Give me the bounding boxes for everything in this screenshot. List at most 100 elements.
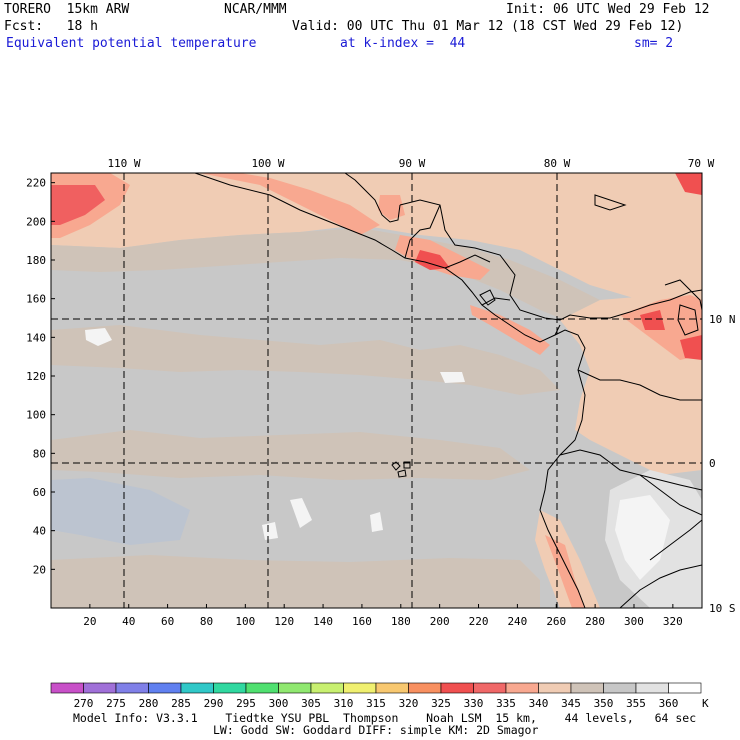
- level-info: at k-index = 44: [340, 36, 466, 51]
- colorbar-swatch: [408, 682, 442, 694]
- colorbar-label: 315: [366, 697, 386, 710]
- colorbar-label: 355: [626, 697, 646, 710]
- colorbar-label: 310: [334, 697, 354, 710]
- valid-time: Valid: 00 UTC Thu 01 Mar 12 (18 CST Wed …: [292, 19, 684, 34]
- footer-physics-info: LW: Godd SW: Goddard DIFF: simple KM: 2D…: [213, 723, 539, 737]
- left-axis-labels: 220 200 180 160 140 120 100 80 60 40 20: [26, 177, 46, 577]
- lon-label-100w: 100 W: [251, 157, 284, 170]
- lon-label-110w: 110 W: [107, 157, 140, 170]
- lat-label-10s: 10 S: [709, 602, 736, 615]
- x-tick-label: 40: [122, 615, 135, 628]
- colorbar-unit: K: [702, 697, 709, 710]
- yucatan-coastline: [344, 173, 401, 223]
- colorbar: [50, 682, 702, 694]
- axis-labels: 110 W 100 W 90 W 80 W 70 W 10 N 0 10 S: [107, 157, 735, 615]
- x-tick-label: 280: [585, 615, 605, 628]
- colorbar-swatch: [603, 682, 637, 694]
- field-tan-band-1: [51, 228, 702, 355]
- colorbar-label: 320: [399, 697, 419, 710]
- field-warm-north: [51, 173, 702, 320]
- latlon-grid: [51, 173, 702, 608]
- colorbar-swatch: [505, 682, 539, 694]
- y-tick-label: 200: [26, 215, 46, 228]
- colorbar-label: 295: [236, 697, 256, 710]
- x-tick-label: 80: [200, 615, 213, 628]
- lake-nicaragua: [479, 289, 496, 306]
- x-tick-label: 20: [83, 615, 96, 628]
- lon-label-70w: 70 W: [688, 157, 715, 170]
- jamaica-island: [594, 194, 627, 211]
- x-tick-label: 220: [469, 615, 489, 628]
- field-warm-costarica: [470, 305, 550, 355]
- colorbar-swatch: [375, 682, 409, 694]
- lat-label-0: 0: [709, 457, 716, 470]
- colorbar-swatch: [668, 682, 702, 694]
- x-tick-label: 180: [391, 615, 411, 628]
- caribbean-coastline: [399, 199, 702, 321]
- field-hot-camerica: [415, 250, 450, 270]
- axis-ticks: [51, 182, 674, 608]
- x-tick-label: 200: [430, 615, 450, 628]
- field-cold-speck-4: [262, 522, 278, 540]
- center-name: NCAR/MMM: [224, 2, 287, 17]
- x-tick-label: 60: [161, 615, 174, 628]
- y-tick-label: 180: [26, 254, 46, 267]
- colorbar-swatch: [245, 682, 279, 694]
- colorbar-label: 285: [171, 697, 191, 710]
- colorbar-swatch: [148, 682, 182, 694]
- colorbar-label: 305: [301, 697, 321, 710]
- colorbar-labels: 270 275 280 285 290 295 300 305 310 315 320 325 330 3…: [74, 697, 709, 710]
- x-tick-label: 120: [274, 615, 294, 628]
- border-ecuador-peru: [559, 449, 702, 491]
- field-warm-camerica: [395, 235, 490, 280]
- map-frame: [50, 172, 703, 609]
- field-cold-speck-1: [85, 328, 112, 346]
- colorbar-label: 290: [204, 697, 224, 710]
- y-tick-label: 140: [26, 331, 46, 344]
- colorbar-swatch: [473, 682, 507, 694]
- border-colombia-east: [577, 369, 702, 401]
- border-bolivia: [649, 519, 702, 561]
- colorbar-label: 325: [431, 697, 451, 710]
- colorbar-swatch: [440, 682, 474, 694]
- lon-label-80w: 80 W: [544, 157, 571, 170]
- colorbar-label: 270: [74, 697, 94, 710]
- model-title: TORERO 15km ARW: [4, 2, 130, 17]
- y-tick-label: 20: [33, 563, 46, 576]
- field-hot-ne: [675, 173, 702, 195]
- field-hot-venezuela-2: [680, 335, 702, 360]
- colorbar-label: 300: [269, 697, 289, 710]
- border-guatemala: [404, 204, 441, 259]
- map-field: [51, 173, 702, 608]
- x-tick-label: 100: [235, 615, 255, 628]
- lon-label-90w: 90 W: [399, 157, 426, 170]
- x-tick-label: 300: [624, 615, 644, 628]
- x-tick-label: 320: [663, 615, 683, 628]
- y-tick-label: 160: [26, 293, 46, 306]
- colorbar-label: 275: [106, 697, 126, 710]
- country-borders: [404, 204, 702, 608]
- field-bluish-patch: [51, 478, 190, 545]
- forecast-hour: Fcst: 18 h: [4, 19, 98, 34]
- footer-model-info: Model Info: V3.3.1 Tiedtke YSU PBL Thomp…: [73, 711, 697, 725]
- border-peru-brazil: [639, 474, 702, 516]
- colorbar-label: 330: [464, 697, 484, 710]
- field-tan-south: [51, 555, 540, 608]
- colorbar-swatch: [115, 682, 149, 694]
- colorbar-swatch: [570, 682, 604, 694]
- colorbar-label: 345: [561, 697, 581, 710]
- bottom-axis-labels: 20 40 60 80 100 120 140 160 180 200 220 240 260 280 30…: [83, 615, 683, 628]
- colorbar-swatch: [343, 682, 377, 694]
- field-warm-yucatan: [378, 195, 405, 220]
- border-nicaragua: [481, 297, 511, 306]
- pacific-coastline: [194, 173, 586, 608]
- colorbar-swatch: [180, 682, 214, 694]
- border-honduras: [444, 254, 491, 269]
- field-hot-venezuela-1: [640, 310, 665, 330]
- colorbar-swatch: [83, 682, 117, 694]
- field-cold-speck-2: [440, 372, 465, 383]
- x-tick-label: 160: [352, 615, 372, 628]
- colorbar-label: 335: [496, 697, 516, 710]
- field-cold-speck-5: [370, 512, 383, 532]
- init-time: Init: 06 UTC Wed 29 Feb 12: [506, 2, 710, 17]
